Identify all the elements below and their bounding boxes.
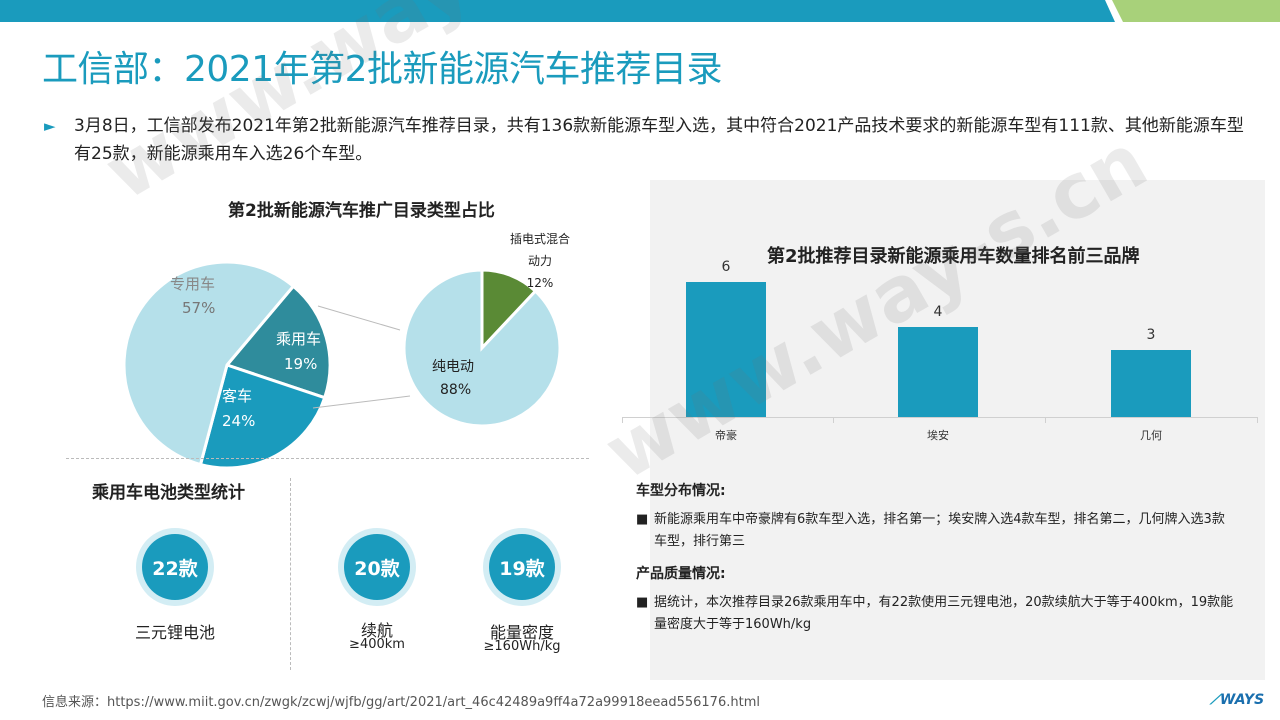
notes-text-distribution: 新能源乘用车中帝豪牌有6款车型入选，排名第一；埃安牌入选4款车型，排名第二，几何… bbox=[654, 512, 1225, 549]
axis-tick bbox=[1045, 417, 1046, 423]
bar-value-label: 6 bbox=[721, 259, 731, 275]
axis-tick bbox=[622, 417, 623, 423]
bar-1 bbox=[898, 327, 978, 417]
logo-mark-icon: ⟋ bbox=[1210, 692, 1220, 708]
pie-value-pure-electric: 88% bbox=[440, 382, 472, 398]
pie-slice-bus bbox=[198, 363, 327, 470]
axis-tick bbox=[833, 417, 834, 423]
battery-section-title: 乘用车电池类型统计 bbox=[92, 483, 245, 503]
stat-sub-energy-density: ≥160Wh/kg bbox=[483, 639, 561, 654]
pie-label-special-vehicle: 专用车 bbox=[170, 275, 216, 293]
bar-value-label: 3 bbox=[1146, 326, 1156, 343]
stat-circle-energy-density: 19款 bbox=[489, 534, 555, 600]
bar-value-label: 4 bbox=[933, 304, 943, 320]
logo-text: WAYS bbox=[1219, 692, 1265, 708]
notes-item-distribution: ■ 新能源乘用车中帝豪牌有6款车型入选，排名第一；埃安牌入选4款车型，排名第二，… bbox=[636, 509, 1236, 553]
right-panel-background bbox=[650, 180, 1265, 680]
bar-chart-title: 第2批推荐目录新能源乘用车数量排名前三品牌 bbox=[767, 246, 1140, 267]
stat-circle-range: 20款 bbox=[344, 534, 410, 600]
bar-category-label: 埃安 bbox=[927, 429, 949, 442]
pie-label-plugin-hybrid-line1: 插电式混合 bbox=[509, 232, 570, 246]
notes-heading-quality: 产品质量情况: bbox=[636, 566, 726, 582]
bar-0 bbox=[686, 282, 766, 417]
pie-label-plugin-hybrid-line2: 动力 bbox=[527, 254, 552, 268]
bar-category-label: 几何 bbox=[1140, 429, 1162, 442]
pie-connector-line bbox=[312, 395, 411, 409]
notes-heading-distribution: 车型分布情况: bbox=[636, 483, 726, 499]
stat-label-range: 续航 bbox=[360, 621, 393, 640]
notes-text-quality: 据统计，本次推荐目录26款乘用车中，有22款使用三元锂电池，20款续航大于等于4… bbox=[654, 595, 1234, 632]
square-bullet-icon: ■ bbox=[636, 595, 649, 610]
pie-value-special-vehicle: 57% bbox=[182, 299, 216, 317]
type-share-pie-charts bbox=[122, 260, 562, 470]
pie-slice-pure-electric bbox=[402, 268, 562, 428]
bar-category-label: 帝豪 bbox=[715, 429, 737, 442]
stat-circle-ternary-lithium: 22款 bbox=[142, 534, 208, 600]
pie-label-passenger-car: 乘用车 bbox=[276, 330, 322, 348]
bar-chart-x-axis bbox=[622, 417, 1258, 418]
stat-label-energy-density: 能量密度 bbox=[489, 623, 554, 642]
pie-connector-line bbox=[317, 305, 401, 331]
pie-value-plugin-hybrid: 12% bbox=[526, 276, 554, 290]
pie-value-passenger-car: 19% bbox=[284, 355, 318, 373]
pie-slice-special-vehicle bbox=[122, 260, 296, 467]
vertical-divider bbox=[290, 478, 291, 670]
intro-text: 3月8日，工信部发布2021年第2批新能源汽车推荐目录，共有136款新能源车型入… bbox=[74, 116, 1244, 164]
triangle-bullet-icon: ► bbox=[44, 117, 56, 135]
bar-2 bbox=[1111, 349, 1191, 417]
pie-value-bus: 24% bbox=[222, 412, 256, 430]
pie-section-title: 第2批新能源汽车推广目录类型占比 bbox=[228, 201, 495, 221]
intro-paragraph: ► 3月8日，工信部发布2021年第2批新能源汽车推荐目录，共有136款新能源车… bbox=[44, 112, 1244, 168]
axis-tick bbox=[1257, 417, 1258, 423]
watermark: www.way-s.cn bbox=[90, 0, 662, 218]
pie-slice-passenger-car bbox=[224, 284, 332, 400]
notes-item-quality: ■ 据统计，本次推荐目录26款乘用车中，有22款使用三元锂电池，20款续航大于等… bbox=[636, 592, 1236, 636]
square-bullet-icon: ■ bbox=[636, 512, 649, 527]
source-citation: 信息来源：https://www.miit.gov.cn/zwgk/zcwj/w… bbox=[42, 695, 760, 710]
ways-logo: ⟋WAYS bbox=[1210, 692, 1264, 708]
pie-label-pure-electric: 纯电动 bbox=[432, 359, 474, 375]
page-title: 工信部：2021年第2批新能源汽车推荐目录 bbox=[42, 49, 723, 90]
pie-label-bus: 客车 bbox=[222, 387, 253, 405]
stat-sub-range: ≥400km bbox=[349, 637, 405, 652]
top-decoration-bar bbox=[0, 0, 1280, 22]
horizontal-divider bbox=[66, 458, 589, 459]
stat-label-ternary-lithium: 三元锂电池 bbox=[134, 623, 215, 642]
